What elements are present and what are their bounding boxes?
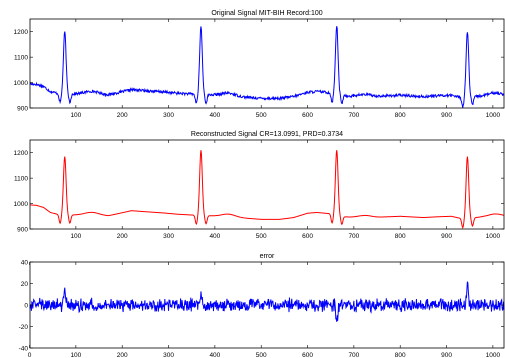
x-tick-label: 300	[163, 233, 174, 240]
x-tick-label: 500	[256, 233, 267, 240]
y-tick-label: 20	[21, 281, 29, 288]
series-line	[29, 150, 505, 229]
x-tick-label: 800	[395, 233, 406, 240]
x-tick-label: 900	[441, 352, 452, 358]
axes-box	[29, 18, 505, 109]
x-tick-label: 200	[117, 112, 128, 119]
x-tick-label: 1000	[486, 112, 501, 119]
x-tick-label: 500	[256, 352, 267, 358]
panel-3-title: error	[260, 253, 275, 260]
y-tick-label: 0	[24, 302, 28, 309]
x-tick-label: 200	[117, 352, 128, 358]
x-tick-label: 700	[348, 112, 359, 119]
x-tick-label: 0	[28, 352, 32, 358]
y-tick-label: 900	[17, 226, 28, 233]
y-tick-label: 1100	[14, 54, 28, 61]
x-tick-label: 100	[70, 352, 81, 358]
x-tick-label: 600	[302, 352, 313, 358]
axes-box	[29, 139, 505, 230]
x-tick-label: 400	[209, 233, 220, 240]
x-tick-label: 300	[163, 352, 174, 358]
x-tick-label: 400	[209, 352, 220, 358]
x-tick-label: 600	[302, 233, 313, 240]
x-tick-label: 800	[395, 112, 406, 119]
y-tick-label: 1200	[14, 29, 29, 36]
panel-2-title: Reconstructed Signal CR=13.0991, PRD=0.3…	[191, 131, 343, 138]
y-tick-label: 900	[17, 105, 28, 112]
x-tick-label: 300	[163, 112, 174, 119]
x-tick-label: 800	[395, 352, 406, 358]
x-tick-label: 900	[441, 233, 452, 240]
x-tick-label: 700	[348, 233, 359, 240]
x-tick-label: 400	[209, 112, 220, 119]
x-tick-label: 100	[70, 112, 81, 119]
y-tick-label: 40	[21, 259, 29, 266]
y-tick-label: 1200	[14, 150, 29, 157]
x-tick-label: 100	[70, 233, 81, 240]
panel-1-title: Original Signal MIT-BIH Record:100	[211, 10, 322, 17]
x-tick-label: 700	[348, 352, 359, 358]
y-tick-label: -40	[19, 345, 29, 352]
panel-1: Original Signal MIT-BIH Record:100 100 200…	[14, 10, 505, 119]
x-tick-label: 1000	[486, 233, 501, 240]
x-tick-label: 200	[117, 233, 128, 240]
series-line	[29, 26, 505, 108]
panel-2: Reconstructed Signal CR=13.0991, PRD=0.3…	[14, 131, 505, 240]
series-line	[29, 281, 505, 322]
x-tick-label: 600	[302, 112, 313, 119]
x-tick-label: 900	[441, 112, 452, 119]
y-tick-label: 1100	[14, 175, 28, 182]
x-tick-label: 1000	[486, 352, 501, 358]
y-tick-label: 1000	[14, 201, 29, 208]
y-tick-label: 1000	[14, 80, 29, 87]
x-tick-label: 500	[256, 112, 267, 119]
y-tick-label: -20	[19, 324, 29, 331]
